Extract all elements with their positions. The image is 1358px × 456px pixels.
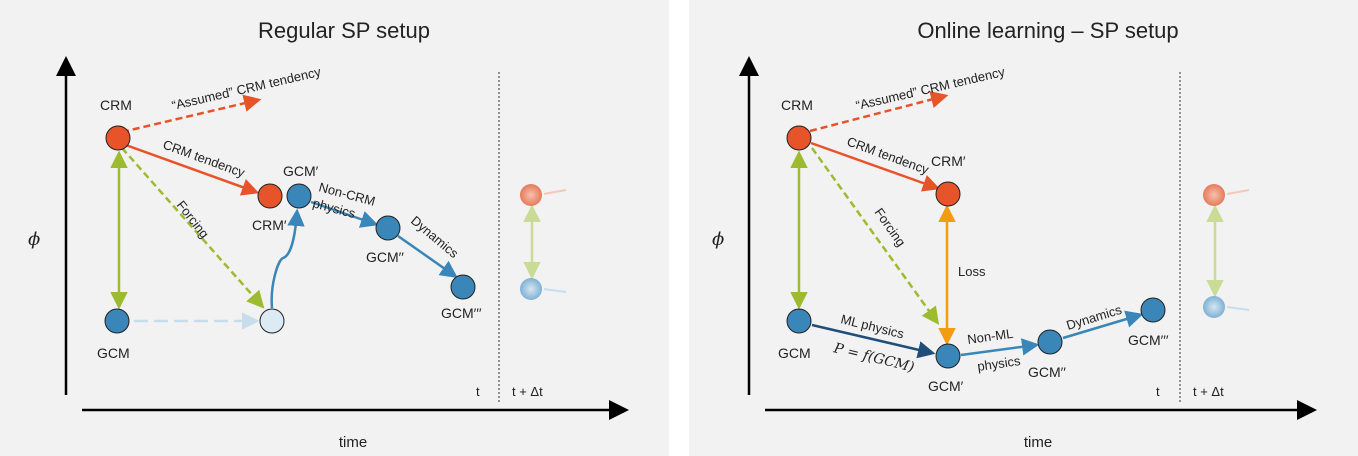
right-dynamics-arrow bbox=[1062, 310, 1144, 340]
right-gcm-label: GCM bbox=[778, 345, 811, 361]
right-panel-background bbox=[689, 0, 1358, 456]
right-x-axis-label: time bbox=[1024, 434, 1052, 451]
right-gcm-node bbox=[786, 308, 812, 334]
right-nonml-physics-arrow bbox=[960, 338, 1040, 357]
left-assumed-crm-tendency-arrow bbox=[121, 94, 262, 134]
right-t-next-label: t + Δt bbox=[1193, 384, 1224, 399]
left-gcm-tprime-node bbox=[450, 274, 476, 300]
left-gcm-label: GCM bbox=[97, 345, 130, 361]
left-panel-background bbox=[0, 0, 669, 456]
left-x-axis-label: time bbox=[339, 434, 367, 451]
left-next-crm-node bbox=[520, 184, 542, 206]
right-crm-prime-label: CRM′ bbox=[931, 153, 966, 169]
left-gcm-node bbox=[104, 308, 130, 334]
right-loss-label: Loss bbox=[958, 264, 986, 279]
left-t-label: t bbox=[476, 384, 480, 399]
right-gcm-dprime-node bbox=[1037, 329, 1063, 355]
left-next-gcm-node bbox=[520, 278, 542, 300]
right-crm-node bbox=[786, 125, 812, 151]
right-assumed-crm-tendency-arrow bbox=[809, 91, 949, 133]
left-gcm-dprime-node bbox=[375, 215, 401, 241]
left-crm-tendency-arrow bbox=[122, 142, 260, 196]
left-gcm-update-arrow bbox=[270, 208, 305, 309]
right-panel-title: Online learning – SP setup bbox=[917, 18, 1178, 43]
left-panel-title: Regular SP setup bbox=[258, 18, 430, 43]
left-gcm-tprime-label: GCM′′′ bbox=[441, 305, 482, 321]
left-next-gcm-tail bbox=[543, 288, 567, 293]
right-gcm-tprime-label: GCM′′′ bbox=[1128, 332, 1169, 348]
right-gcm-dprime-label: GCM′′ bbox=[1028, 364, 1066, 380]
right-gcm-prime-node bbox=[935, 343, 961, 369]
left-crm-prime-node bbox=[257, 183, 283, 209]
right-crm-prime-node bbox=[935, 181, 961, 207]
left-crm-node bbox=[105, 125, 131, 151]
right-ml-physics-arrow bbox=[811, 323, 936, 359]
right-crm-tendency-arrow bbox=[810, 141, 941, 192]
left-gcm-intermediate-node bbox=[259, 308, 285, 334]
left-t-next-label: t + Δt bbox=[512, 384, 543, 399]
right-next-gcm-tail bbox=[1226, 306, 1250, 311]
right-forcing-arrow bbox=[810, 147, 940, 325]
right-next-crm-node bbox=[1203, 184, 1225, 206]
left-gcm-prime-label: GCM′ bbox=[283, 163, 319, 179]
left-crm-label: CRM bbox=[100, 97, 132, 113]
right-nonml-label-line1: Non-ML bbox=[966, 326, 1014, 347]
left-noncrm-physics-arrow bbox=[310, 200, 379, 228]
right-y-axis-label: ϕ bbox=[712, 229, 724, 250]
left-y-axis-label: ϕ bbox=[28, 229, 40, 250]
right-gcm-tprime-node bbox=[1140, 297, 1166, 323]
right-panel: Online learning – SP setup ϕ time t t + … bbox=[689, 0, 1358, 456]
right-next-crm-tail bbox=[1226, 189, 1250, 195]
right-gcm-prime-label: GCM′ bbox=[928, 378, 964, 394]
right-crm-label: CRM bbox=[781, 97, 813, 113]
right-t-label: t bbox=[1156, 384, 1160, 399]
right-next-gcm-node bbox=[1203, 296, 1225, 318]
left-crm-prime-label: CRM′ bbox=[252, 217, 287, 233]
left-dynamics-arrow bbox=[397, 234, 458, 279]
left-forcing-arrow bbox=[121, 147, 265, 309]
left-panel: Regular SP setup ϕ time t t + Δt “Assume… bbox=[0, 0, 669, 456]
left-gcm-dprime-label: GCM′′ bbox=[366, 249, 404, 265]
left-gcm-prime-node bbox=[286, 183, 312, 209]
left-next-crm-tail bbox=[543, 189, 567, 195]
right-nonml-label-line2: physics bbox=[976, 353, 1022, 374]
